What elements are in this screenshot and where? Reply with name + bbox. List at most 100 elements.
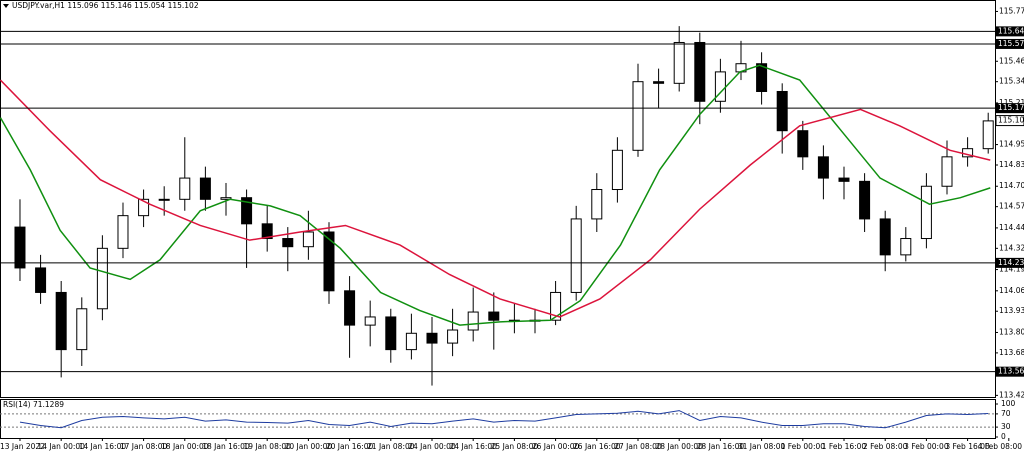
x-tick-label: 3 Feb 00:00 [904, 442, 949, 451]
x-tick-label: 20 Jan 16:00 [326, 442, 374, 451]
y-tick-label: 114.955 [999, 140, 1024, 149]
y-tick-label: 114.575 [999, 202, 1024, 211]
candle-body [138, 198, 150, 217]
y-tick-label: 114.830 [999, 160, 1024, 169]
x-tick-label: 24 Jan 00:00 [408, 442, 456, 451]
candle-body [158, 198, 170, 201]
x-tick-label: 18 Jan 16:00 [202, 442, 250, 451]
candle-body [385, 316, 397, 351]
moving-average [0, 79, 991, 318]
rsi-tick-label: 70 [1001, 409, 1011, 418]
level-box [996, 103, 1024, 114]
candle-body [179, 177, 191, 200]
chart-header: USDJPY.var,H1 115.096 115.146 115.054 11… [12, 1, 199, 10]
x-tick-label: 28 Jan 16:00 [697, 442, 745, 451]
candle-body [550, 291, 562, 321]
x-tick-label: 19 Jan 08:00 [243, 442, 291, 451]
moving-average [0, 64, 991, 326]
y-tick-label: 113.805 [999, 327, 1024, 336]
candle-body [220, 197, 232, 200]
candle-body [673, 41, 685, 84]
y-tick-label: 115.34 [999, 77, 1024, 86]
x-tick-label: 26 Jan 00:00 [532, 442, 580, 451]
level-label: 114.231 [998, 258, 1024, 267]
rsi-panel [0, 399, 996, 439]
x-tick-label: 26 Jan 16:00 [573, 442, 621, 451]
candle-body [96, 247, 108, 310]
candle-body [344, 290, 356, 326]
y-tick-label: 115.210 [999, 98, 1024, 107]
candle-body [35, 267, 47, 293]
x-tick-label: 1 Feb 00:00 [781, 442, 826, 451]
candle-body [817, 156, 829, 179]
level-label: 115.571 [998, 39, 1024, 48]
candle-body [756, 63, 768, 92]
candle-body [900, 238, 912, 256]
x-tick-label: 2 Feb 08:00 [863, 442, 908, 451]
candle-body [838, 177, 850, 182]
rsi-tick-label: 0 [1001, 432, 1006, 441]
candle-body [405, 332, 417, 351]
level-label: 115.178 [998, 103, 1024, 112]
candle-body [591, 189, 603, 220]
candle-body [982, 120, 994, 150]
candle-body [55, 291, 67, 351]
x-tick-label: 25 Jan 08:00 [491, 442, 539, 451]
x-tick-label: 20 Jan 00:00 [285, 442, 333, 451]
candle-body [653, 81, 665, 84]
candle-body [261, 223, 273, 240]
level-box [996, 257, 1024, 268]
candle-body [467, 311, 479, 331]
level-box [996, 26, 1024, 37]
x-tick-label: 14 Jan 16:00 [79, 442, 127, 451]
x-tick-label: 28 Jan 00:00 [655, 442, 703, 451]
main-panel [0, 0, 996, 398]
rsi-tick-label: 30 [1001, 422, 1011, 431]
candle-body [76, 308, 88, 351]
x-tick-label: 13 Jan 2022 [0, 442, 45, 451]
candle-body [117, 215, 129, 249]
candle-body [859, 180, 871, 220]
y-tick-label: 113.935 [999, 306, 1024, 315]
rsi-line [19, 410, 989, 429]
x-tick-label: 17 Jan 08:00 [120, 442, 168, 451]
x-tick-label: 3 Feb 16:00 [945, 442, 990, 451]
level-box [996, 366, 1024, 377]
candle-body [941, 156, 953, 187]
y-tick-label: 114.320 [999, 243, 1024, 252]
y-tick-label: 113.680 [999, 348, 1024, 357]
x-tick-label: 14 Jan 00:00 [37, 442, 85, 451]
candle-body [632, 81, 644, 151]
plot [0, 26, 994, 386]
candle-body [776, 90, 788, 132]
candle-body [364, 316, 376, 326]
candle-body [611, 149, 623, 191]
y-tick-label: 114.060 [999, 286, 1024, 295]
candle-body [14, 226, 26, 269]
menu-arrow[interactable] [3, 4, 9, 8]
candle-body [323, 231, 335, 292]
rsi-header: RSI(14) 71.1289 [3, 400, 64, 409]
candle-body [797, 130, 809, 158]
candle-body [282, 238, 294, 248]
y-tick-label: 114.445 [999, 223, 1024, 232]
y-tick-label: 114.190 [999, 265, 1024, 274]
level-label: 113.565 [998, 367, 1024, 376]
x-tick-label: 4 Feb 08:00 [978, 442, 1023, 451]
y-tick-label: 115.465 [999, 56, 1024, 65]
candle-body [570, 218, 582, 293]
candle-body [426, 332, 438, 344]
candle-body [879, 218, 891, 256]
price-box [995, 115, 1024, 127]
y-tick-label: 113.420 [999, 390, 1024, 399]
price-label: 115.102 [998, 116, 1024, 125]
x-tick-label: 18 Jan 00:00 [161, 442, 209, 451]
level-label: 115.648 [998, 26, 1024, 35]
candle-body [241, 197, 253, 225]
candle-body [920, 185, 932, 240]
candle-body [488, 311, 500, 321]
candle-body [199, 177, 211, 200]
x-tick-label: 31 Jan 08:00 [738, 442, 786, 451]
